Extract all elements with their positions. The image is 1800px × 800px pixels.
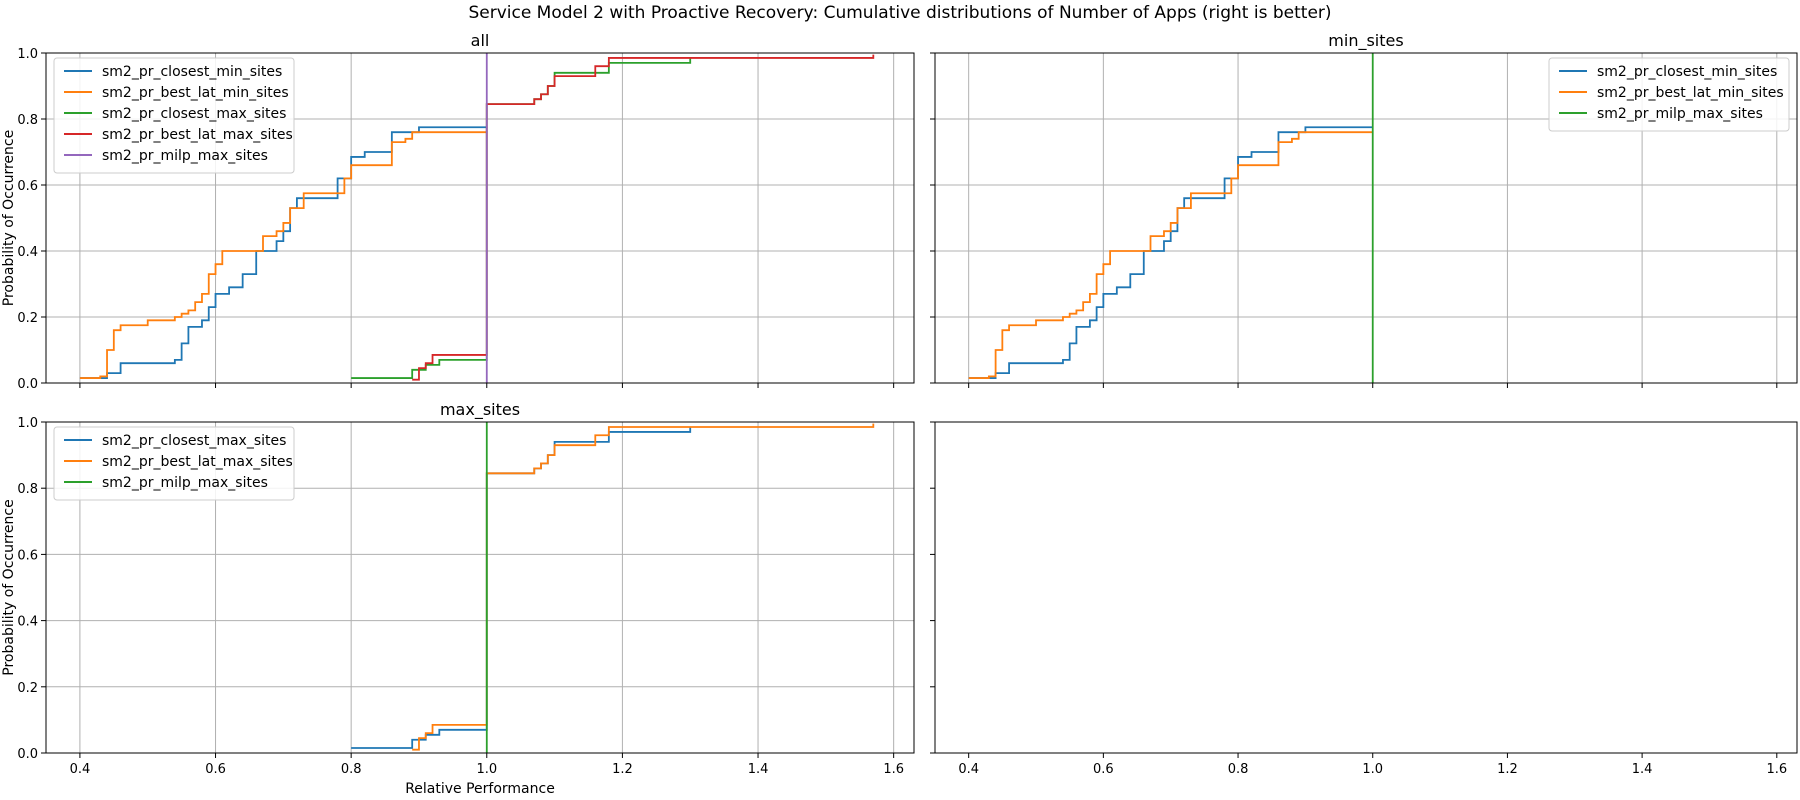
x-tick-label: 0.4	[958, 762, 979, 777]
y-tick-label: 0.8	[17, 113, 38, 128]
subplot-1: 0.0 0.2 0.4 0.6 0.8 1.0 all Probability of Occu…	[1, 31, 915, 392]
legend-frame	[53, 426, 295, 501]
y-axis-label: Probability of Occurrence	[1, 499, 17, 675]
y-tick-label: 0.2	[17, 681, 38, 696]
legend: sm2_pr_closest_min_sites sm2_pr_best_lat_…	[53, 57, 295, 174]
y-tick-label: 0.6	[17, 548, 38, 563]
legend-label: sm2_pr_closest_min_sites	[1597, 64, 1777, 80]
legend-frame	[53, 57, 295, 174]
legend-label: sm2_pr_best_lat_min_sites	[102, 85, 289, 101]
y-tick-label: 0.2	[17, 311, 38, 326]
legend-label: sm2_pr_closest_max_sites	[102, 433, 286, 449]
y-tick-label: 1.0	[17, 416, 38, 431]
series-line-sm2_pr_best_lat_min_sites	[968, 131, 1373, 379]
x-tick-label: 1.2	[1497, 762, 1518, 777]
legend-label: sm2_pr_closest_min_sites	[102, 64, 282, 80]
axes-frame	[45, 421, 915, 754]
legend-label: sm2_pr_best_lat_max_sites	[102, 454, 293, 470]
legend-label: sm2_pr_closest_max_sites	[102, 106, 286, 122]
legend: sm2_pr_closest_max_sites sm2_pr_best_lat_…	[53, 426, 295, 501]
series-line-sm2_pr_closest_min_sites	[968, 126, 1373, 379]
y-tick-label: 0.8	[17, 482, 38, 497]
axes-frame	[934, 52, 1798, 384]
subplot-3: 0.4 0.6 0.8 1.0 1.2 1.4 1.6 0.0 0.2 0.4 0.6 0.8 1.0 m…	[1, 400, 915, 797]
x-tick-label: 0.6	[1093, 762, 1114, 777]
subplot-2: min_sitessm2_pr_closest_min_sitessm2_pr_…	[930, 31, 1798, 388]
y-tick-label: 0.4	[17, 245, 38, 260]
y-axis-label: Probability of Occurrence	[1, 130, 17, 306]
subplot-title: all	[471, 31, 490, 50]
y-tick-label: 0.6	[17, 179, 38, 194]
x-tick-label: 0.6	[205, 762, 226, 777]
legend-label: sm2_pr_best_lat_max_sites	[102, 127, 293, 143]
legend-label: sm2_pr_milp_max_sites	[1597, 106, 1763, 122]
x-tick-label: 1.0	[1362, 762, 1383, 777]
y-tick-label: 0.4	[17, 615, 38, 630]
legend-label: sm2_pr_milp_max_sites	[102, 148, 268, 164]
x-tick-label: 0.8	[341, 762, 362, 777]
legend-label: sm2_pr_best_lat_min_sites	[1597, 85, 1784, 101]
x-axis-label: Relative Performance	[405, 781, 555, 797]
subplot-title: max_sites	[440, 400, 520, 420]
x-tick-label: 1.0	[476, 762, 497, 777]
series-line-sm2_pr_closest_max_sites	[351, 426, 692, 749]
series-line-sm2_pr_closest_max_sites	[351, 57, 692, 379]
x-tick-label: 0.8	[1228, 762, 1249, 777]
subplot-4: 0.4 0.6 0.8 1.0 1.2 1.4 1.6	[930, 421, 1798, 777]
figure-title: Service Model 2 with Proactive Recovery:…	[468, 3, 1331, 23]
series-line-sm2_pr_best_lat_max_sites	[412, 423, 875, 751]
legend-label: sm2_pr_milp_max_sites	[102, 475, 268, 491]
axes-frame	[934, 421, 1798, 754]
x-tick-label: 1.6	[1766, 762, 1787, 777]
y-tick-label: 1.0	[17, 47, 38, 62]
subplot-title: min_sites	[1328, 31, 1403, 51]
x-tick-label: 1.2	[612, 762, 633, 777]
legend: sm2_pr_closest_min_sites sm2_pr_best_lat_…	[1548, 57, 1790, 132]
x-tick-label: 1.4	[748, 762, 769, 777]
legend-frame	[1548, 57, 1790, 132]
y-tick-label: 0.0	[17, 747, 38, 762]
axes-frame	[45, 52, 915, 384]
x-tick-label: 0.4	[70, 762, 91, 777]
series-line-sm2_pr_closest_min_sites	[79, 126, 487, 379]
series-line-sm2_pr_best_lat_min_sites	[79, 131, 487, 379]
y-tick-label: 0.0	[17, 377, 38, 392]
x-tick-label: 1.4	[1632, 762, 1653, 777]
x-tick-label: 1.6	[883, 762, 904, 777]
series-line-sm2_pr_best_lat_max_sites	[412, 54, 875, 381]
